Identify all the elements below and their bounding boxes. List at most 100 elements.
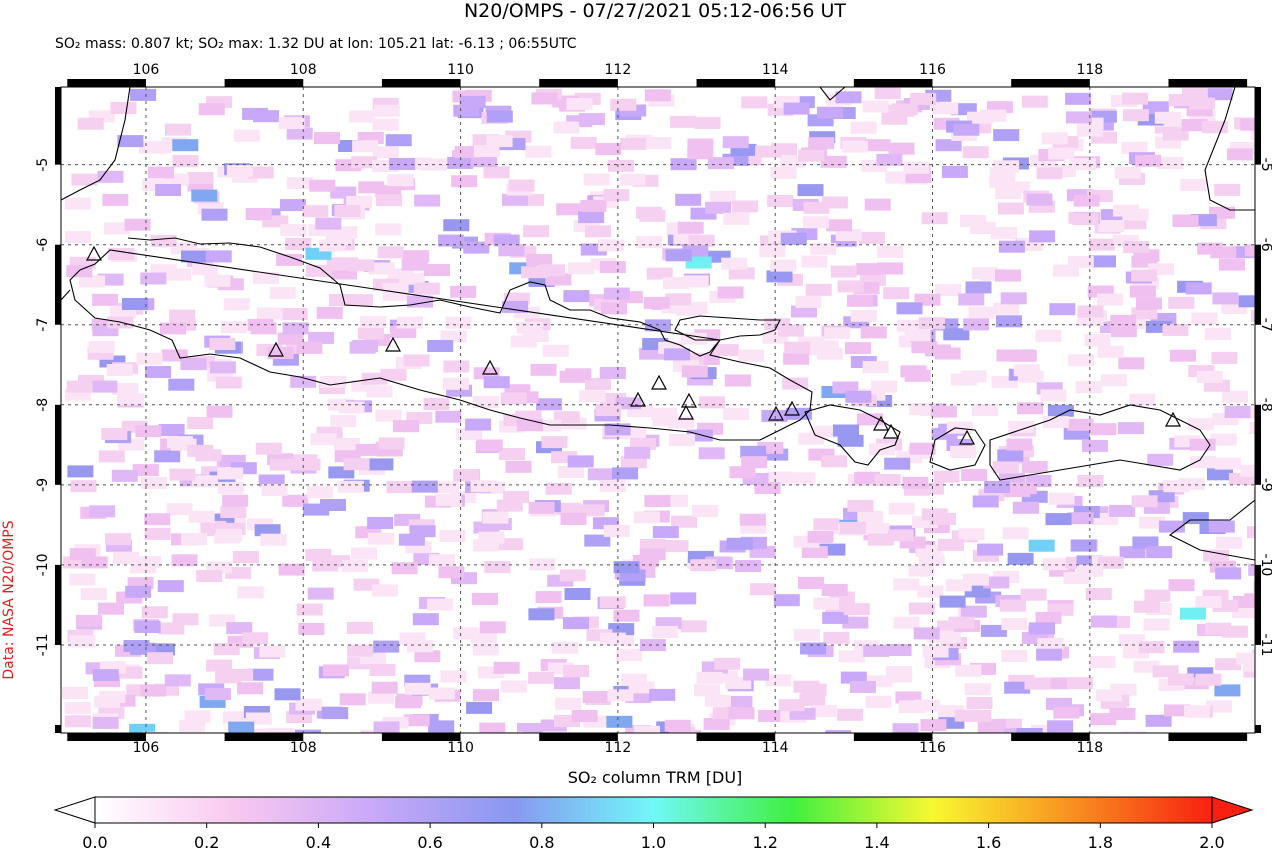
so2-pixel bbox=[1211, 352, 1237, 364]
so2-pixel bbox=[376, 194, 402, 206]
y-tick-label: -6 bbox=[35, 238, 51, 252]
so2-pixel bbox=[644, 297, 670, 309]
so2-pixel bbox=[205, 688, 231, 700]
so2-pixel bbox=[135, 621, 161, 633]
frame-bar bbox=[67, 79, 146, 87]
frame-bar bbox=[539, 79, 618, 87]
so2-pixel bbox=[851, 122, 877, 134]
so2-pixel bbox=[1066, 111, 1092, 123]
so2-pixel bbox=[902, 477, 928, 489]
so2-pixel bbox=[920, 719, 946, 731]
so2-pixel bbox=[600, 261, 626, 273]
so2-pixel bbox=[1073, 213, 1099, 225]
y-tick-label: -7 bbox=[1258, 318, 1272, 332]
so2-pixel bbox=[477, 440, 503, 452]
so2-pixel bbox=[645, 89, 671, 101]
x-tick-label: 112 bbox=[605, 62, 632, 78]
so2-pixel bbox=[465, 419, 491, 431]
so2-pixel bbox=[501, 681, 527, 693]
so2-pixel bbox=[234, 130, 260, 142]
so2-pixel bbox=[414, 195, 440, 207]
x-tick-label: 106 bbox=[133, 740, 160, 756]
so2-pixel bbox=[863, 361, 889, 373]
so2-pixel bbox=[1240, 119, 1266, 131]
so2-pixel bbox=[373, 119, 399, 131]
so2-pixel bbox=[705, 202, 731, 214]
so2-pixel bbox=[414, 283, 440, 295]
so2-pixel bbox=[836, 91, 862, 103]
so2-pixel bbox=[821, 455, 847, 467]
so2-pixel bbox=[147, 652, 173, 664]
so2-pixel bbox=[561, 513, 587, 525]
so2-pixel bbox=[612, 467, 638, 479]
so2-pixel bbox=[813, 518, 839, 530]
so2-pixel bbox=[554, 122, 580, 134]
so2-pixel bbox=[1003, 527, 1029, 539]
so2-pixel bbox=[767, 270, 793, 282]
so2-pixel bbox=[798, 150, 824, 162]
colorbar-tick-label: 2.0 bbox=[1199, 833, 1224, 852]
colorbar-tick-label: 0.2 bbox=[194, 833, 219, 852]
so2-pixel bbox=[1048, 148, 1074, 160]
so2-pixel bbox=[356, 444, 382, 456]
so2-pixel bbox=[344, 458, 370, 470]
so2-pixel bbox=[358, 181, 384, 193]
so2-pixel bbox=[825, 730, 851, 742]
so2-pixel bbox=[959, 528, 985, 540]
so2-pixel bbox=[565, 588, 591, 600]
so2-pixel bbox=[388, 174, 414, 186]
so2-pixel bbox=[528, 672, 554, 684]
so2-pixel bbox=[536, 591, 562, 603]
so2-pixel bbox=[317, 307, 343, 319]
colorbar-over bbox=[1212, 797, 1252, 823]
so2-pixel bbox=[850, 681, 876, 693]
so2-pixel bbox=[847, 295, 873, 307]
so2-pixel bbox=[373, 641, 399, 653]
so2-pixel bbox=[1139, 641, 1165, 653]
frame-bar bbox=[55, 245, 61, 325]
so2-pixel bbox=[1169, 94, 1195, 106]
so2-pixel bbox=[322, 707, 348, 719]
so2-pixel bbox=[351, 548, 377, 560]
so2-pixel bbox=[993, 303, 1019, 315]
so2-pixel bbox=[644, 495, 670, 507]
so2-pixel bbox=[967, 697, 993, 709]
colorbar-tick-label: 0.8 bbox=[529, 833, 554, 852]
so2-pixel bbox=[935, 348, 961, 360]
x-tick-label: 108 bbox=[290, 62, 317, 78]
so2-pixel bbox=[253, 272, 279, 284]
so2-pixel bbox=[427, 599, 453, 611]
so2-pixel bbox=[840, 522, 866, 534]
so2-pixel bbox=[298, 623, 324, 635]
so2-pixel bbox=[392, 562, 418, 574]
so2-pixel bbox=[826, 219, 852, 231]
so2-pixel bbox=[644, 594, 670, 606]
x-tick-label: 116 bbox=[919, 62, 946, 78]
so2-pixel bbox=[125, 586, 151, 598]
so2-pixel bbox=[651, 408, 677, 420]
so2-pixel bbox=[389, 158, 415, 170]
so2-pixel bbox=[563, 665, 589, 677]
so2-pixel bbox=[966, 281, 992, 293]
source-label: Data: NASA N20/OMPS bbox=[1, 520, 17, 679]
so2-pixel bbox=[1090, 255, 1116, 267]
so2-pixel bbox=[934, 471, 960, 483]
so2-pixel bbox=[1129, 394, 1155, 406]
so2-pixel bbox=[1134, 601, 1160, 613]
so2-pixel bbox=[451, 175, 477, 187]
so2-pixel bbox=[404, 354, 430, 366]
so2-pixel bbox=[1146, 715, 1172, 727]
so2-pixel bbox=[165, 674, 191, 686]
so2-pixel bbox=[961, 371, 987, 383]
so2-pixel bbox=[180, 358, 206, 370]
so2-pixel bbox=[379, 438, 405, 450]
so2-pixel bbox=[743, 669, 769, 681]
so2-pixel bbox=[367, 385, 393, 397]
so2-pixel bbox=[1169, 579, 1195, 591]
so2-pixel bbox=[1186, 282, 1212, 294]
so2-pixel bbox=[487, 135, 513, 147]
so2-pixel bbox=[1006, 439, 1032, 451]
so2-pixel bbox=[1096, 689, 1122, 701]
so2-pixel bbox=[307, 486, 333, 498]
so2-pixel bbox=[1118, 422, 1144, 434]
